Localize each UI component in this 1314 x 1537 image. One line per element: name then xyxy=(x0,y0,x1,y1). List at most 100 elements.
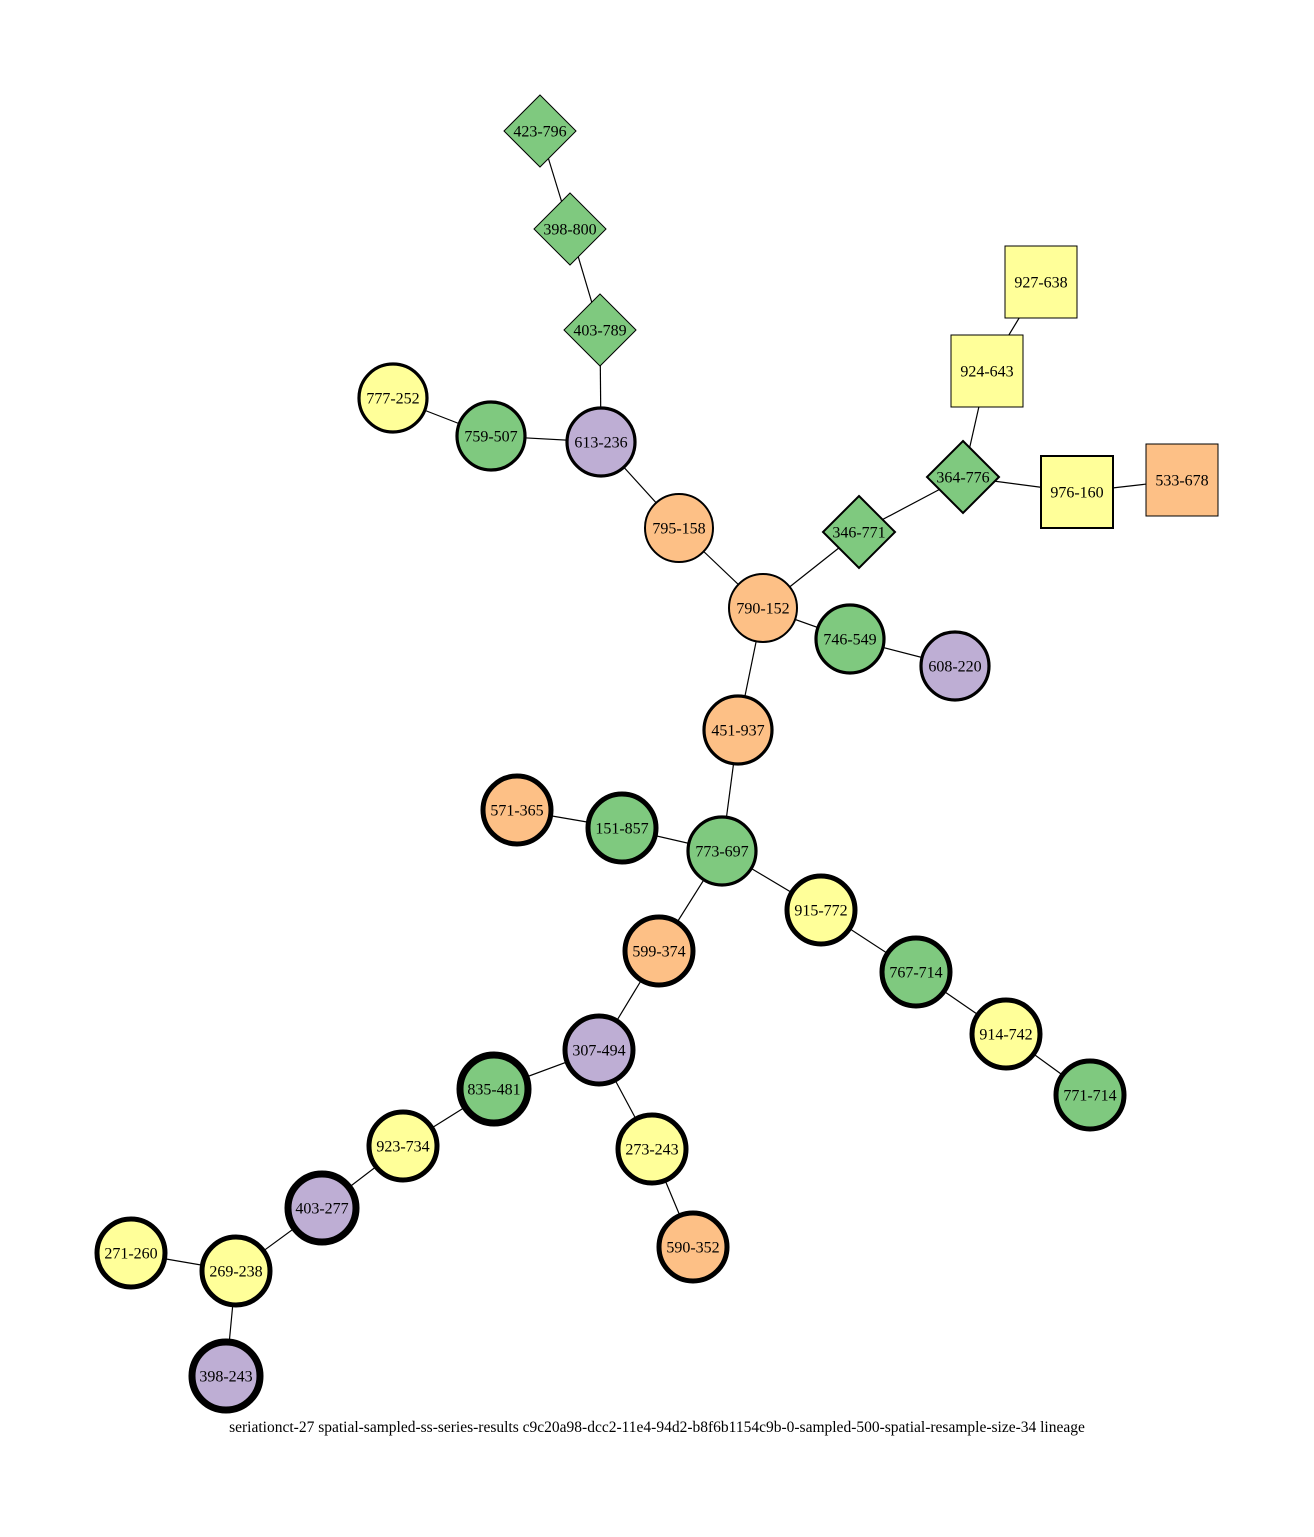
node-circle xyxy=(814,603,886,675)
graph-node-269-238: 269-238 xyxy=(199,1234,273,1308)
graph-node-346-771: 346-771 xyxy=(821,494,897,570)
node-square xyxy=(1040,455,1114,529)
node-circle xyxy=(480,773,554,847)
node-label: 790-152 xyxy=(736,601,789,618)
node-circle xyxy=(357,362,429,434)
node-circle xyxy=(622,914,696,988)
node-label: 746-549 xyxy=(823,632,876,649)
graph-node-403-789: 403-789 xyxy=(563,293,637,367)
graph-node-746-549: 746-549 xyxy=(814,603,886,675)
graph-node-835-481: 835-481 xyxy=(456,1051,532,1127)
graph-node-613-236: 613-236 xyxy=(565,406,637,478)
graph-node-273-243: 273-243 xyxy=(615,1112,689,1186)
graph-node-924-643: 924-643 xyxy=(950,334,1024,408)
node-label: 835-481 xyxy=(467,1082,520,1099)
node-circle xyxy=(615,1112,689,1186)
node-circle xyxy=(1053,1058,1127,1132)
node-circle xyxy=(199,1234,273,1308)
node-circle xyxy=(969,997,1043,1071)
node-label: 271-260 xyxy=(104,1246,157,1263)
graph-caption: seriationct-27 spatial-sampled-ss-series… xyxy=(229,1419,1085,1436)
node-label: 771-714 xyxy=(1063,1088,1116,1105)
node-label: 533-678 xyxy=(1155,473,1208,490)
node-label: 307-494 xyxy=(572,1043,625,1060)
node-circle xyxy=(565,406,637,478)
graph-node-759-507: 759-507 xyxy=(455,400,527,472)
node-label: 423-796 xyxy=(513,124,566,141)
node-circle xyxy=(585,791,659,865)
node-label: 451-937 xyxy=(711,723,764,740)
node-label: 151-857 xyxy=(595,821,648,838)
node-label: 914-742 xyxy=(979,1027,1032,1044)
node-label: 590-352 xyxy=(666,1240,719,1257)
node-label: 767-714 xyxy=(889,965,942,982)
node-label: 927-638 xyxy=(1014,275,1067,292)
graph-node-398-800: 398-800 xyxy=(533,192,607,266)
node-circle xyxy=(728,573,798,643)
node-label: 795-158 xyxy=(652,521,705,538)
node-diamond xyxy=(533,192,607,266)
graph-node-771-714: 771-714 xyxy=(1053,1058,1127,1132)
graph-node-795-158: 795-158 xyxy=(644,493,714,563)
graph-node-307-494: 307-494 xyxy=(562,1013,636,1087)
node-diamond xyxy=(925,439,1001,515)
node-label: 759-507 xyxy=(464,429,517,446)
graph-node-403-277: 403-277 xyxy=(284,1170,360,1246)
node-label: 364-776 xyxy=(936,470,989,487)
node-square xyxy=(950,334,1024,408)
node-circle xyxy=(366,1109,440,1183)
node-square xyxy=(1004,245,1078,319)
graph-node-976-160: 976-160 xyxy=(1040,455,1114,529)
node-label: 571-365 xyxy=(490,803,543,820)
node-label: 924-643 xyxy=(960,364,1013,381)
node-label: 773-697 xyxy=(695,844,748,861)
node-circle xyxy=(784,873,858,947)
node-label: 923-734 xyxy=(376,1139,429,1156)
node-circle xyxy=(94,1216,168,1290)
graph-node-790-152: 790-152 xyxy=(728,573,798,643)
node-label: 915-772 xyxy=(794,903,847,920)
graph-node-398-243: 398-243 xyxy=(188,1338,264,1414)
node-circle xyxy=(188,1338,264,1414)
node-circle xyxy=(686,815,758,887)
graph-node-923-734: 923-734 xyxy=(366,1109,440,1183)
node-circle xyxy=(644,493,714,563)
graph-node-590-352: 590-352 xyxy=(656,1210,730,1284)
graph-node-364-776: 364-776 xyxy=(925,439,1001,515)
graph-node-599-374: 599-374 xyxy=(622,914,696,988)
graph-node-608-220: 608-220 xyxy=(919,630,991,702)
node-circle xyxy=(562,1013,636,1087)
graph-node-423-796: 423-796 xyxy=(503,94,577,168)
graph-node-773-697: 773-697 xyxy=(686,815,758,887)
node-diamond xyxy=(503,94,577,168)
node-label: 346-771 xyxy=(832,525,885,542)
node-label: 269-238 xyxy=(209,1264,262,1281)
node-circle xyxy=(656,1210,730,1284)
graph-node-914-742: 914-742 xyxy=(969,997,1043,1071)
node-circle xyxy=(456,1051,532,1127)
node-circle xyxy=(455,400,527,472)
node-circle xyxy=(919,630,991,702)
node-label: 613-236 xyxy=(574,435,627,452)
node-label: 398-800 xyxy=(543,222,596,239)
node-label: 777-252 xyxy=(366,391,419,408)
node-label: 398-243 xyxy=(199,1369,252,1386)
graph-node-451-937: 451-937 xyxy=(702,694,774,766)
node-label: 976-160 xyxy=(1050,485,1103,502)
node-label: 273-243 xyxy=(625,1142,678,1159)
graph-node-927-638: 927-638 xyxy=(1004,245,1078,319)
node-label: 403-789 xyxy=(573,323,626,340)
graph-node-777-252: 777-252 xyxy=(357,362,429,434)
node-square xyxy=(1145,443,1219,517)
node-label: 403-277 xyxy=(295,1201,348,1218)
node-circle xyxy=(879,935,953,1009)
node-diamond xyxy=(821,494,897,570)
graph-node-271-260: 271-260 xyxy=(94,1216,168,1290)
node-circle xyxy=(702,694,774,766)
node-diamond xyxy=(563,293,637,367)
graph-node-915-772: 915-772 xyxy=(784,873,858,947)
graph-node-151-857: 151-857 xyxy=(585,791,659,865)
node-layer: 423-796 398-800 403-789 927-638 924-643 777-2… xyxy=(94,94,1219,1414)
